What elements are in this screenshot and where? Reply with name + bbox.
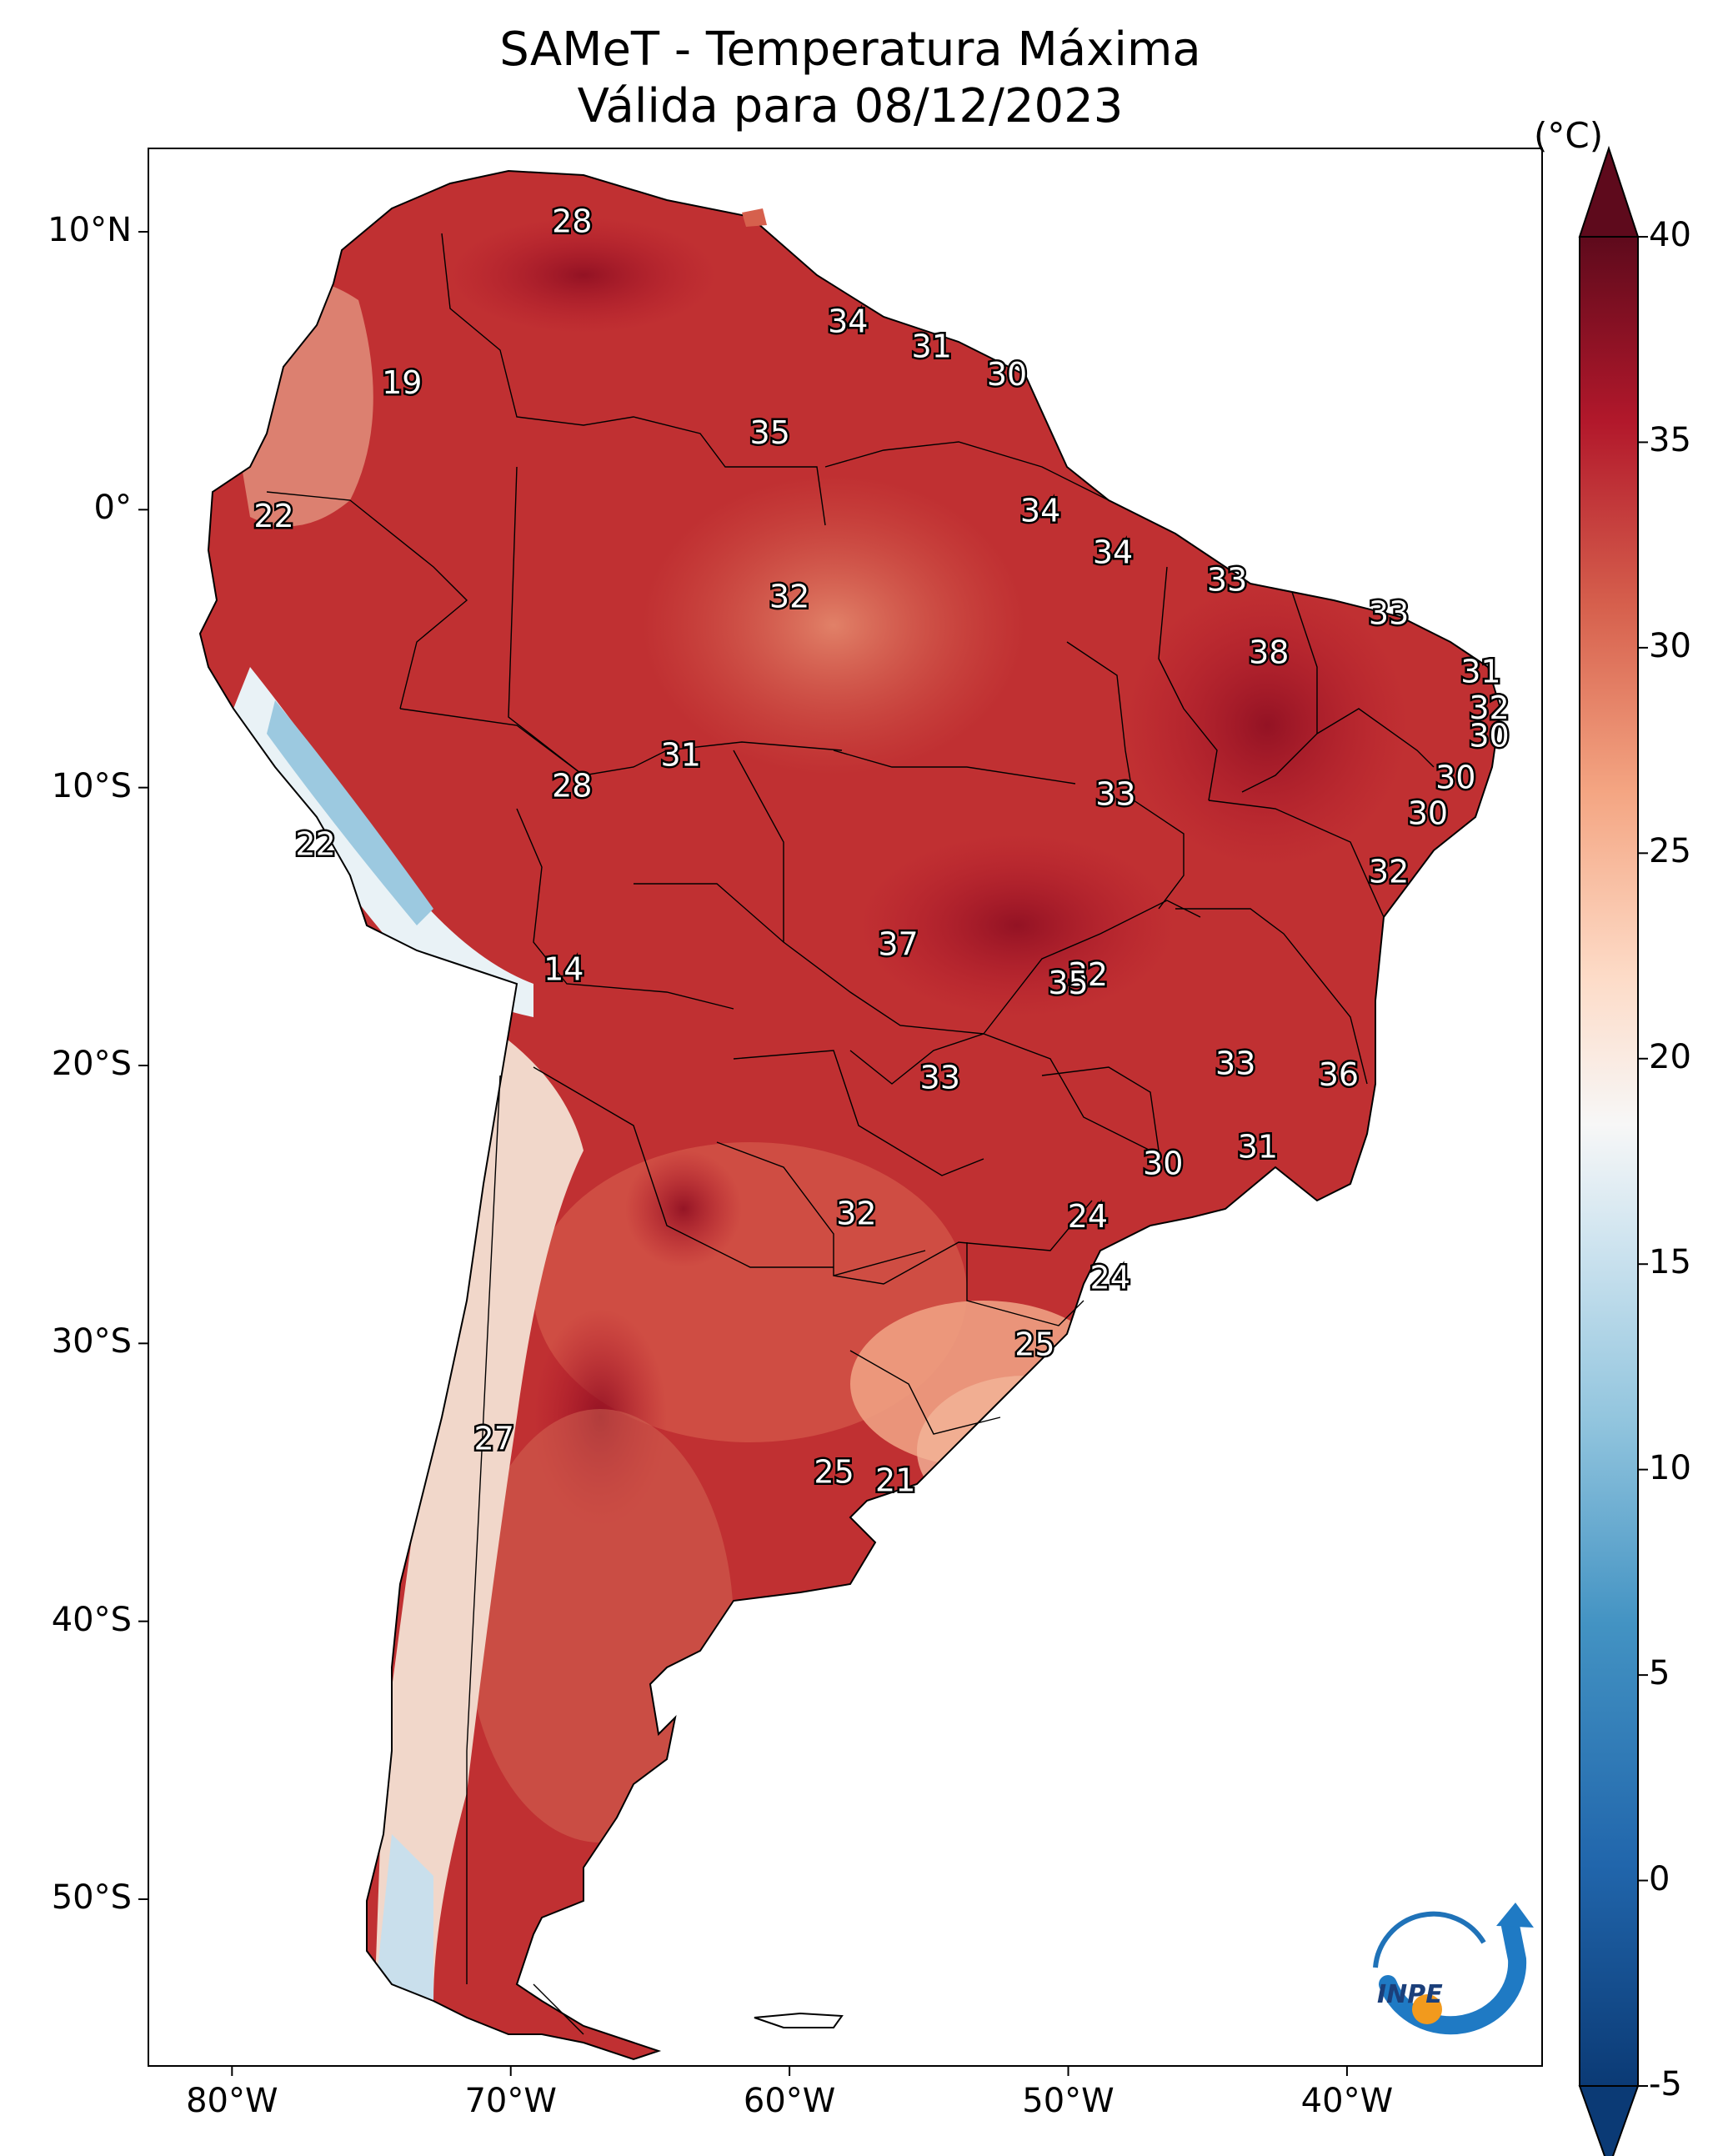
y-tick-label: 50°S — [51, 1878, 132, 1917]
temperature-label: 30 — [1435, 759, 1475, 795]
inpe-logo-text: INPE — [1377, 1980, 1443, 2009]
colorbar-max-extension — [1578, 145, 1640, 238]
axis-ticks — [138, 231, 1348, 2076]
temperature-label: 38 — [1249, 634, 1289, 670]
temperature-label: 32 — [1369, 854, 1409, 890]
x-tick-label: 40°W — [1300, 2082, 1394, 2120]
colorbar-min-extension — [1578, 2085, 1640, 2156]
temperature-label: 27 — [474, 1421, 514, 1457]
y-tick-label: 10°S — [51, 766, 132, 805]
continent-coastline — [198, 169, 1502, 2061]
temperature-label: 35 — [1048, 965, 1088, 1001]
colorbar-tick-label: 15 — [1649, 1243, 1691, 1282]
temperature-label: 36 — [1319, 1056, 1359, 1093]
colorbar-gradient — [1580, 237, 1638, 2086]
colorbar-unit: (°C) — [1534, 115, 1604, 156]
trinidad-island — [742, 208, 767, 227]
temperature-label: 21 — [875, 1462, 915, 1499]
colorbar-tick-label: 5 — [1649, 1654, 1670, 1693]
temperature-label: 37 — [878, 925, 918, 962]
temperature-label: 31 — [1238, 1129, 1278, 1166]
inpe-logo: INPE — [1373, 1903, 1534, 2035]
temperature-label: 33 — [1095, 775, 1135, 812]
temperature-label: 24 — [1090, 1259, 1130, 1296]
temperature-label: 30 — [1408, 795, 1448, 832]
temperature-label: 35 — [750, 414, 790, 451]
colorbar-tick-label: 30 — [1649, 626, 1691, 665]
falkland-islands — [754, 2012, 844, 2028]
temperature-label: 34 — [1093, 534, 1133, 570]
colorbar-tick-label: 0 — [1649, 1859, 1670, 1898]
x-tick-label: 50°W — [1022, 2082, 1114, 2120]
x-tick-label: 60°W — [743, 2082, 836, 2120]
colorbar-tick-label: 25 — [1649, 832, 1691, 871]
map-title: SAMeT - Temperatura Máxima — [499, 23, 1201, 77]
temperature-label: 33 — [1369, 595, 1409, 632]
temperature-label: 25 — [814, 1454, 854, 1491]
y-tick-label: 30°S — [51, 1322, 132, 1361]
temperature-label: 30 — [1469, 717, 1509, 754]
temperature-label: 24 — [1068, 1198, 1108, 1235]
colorbar-tick-label: 40 — [1649, 216, 1691, 254]
map-subtitle: Válida para 08/12/2023 — [577, 79, 1124, 133]
colorbar-tick-label: 10 — [1649, 1448, 1691, 1487]
y-tick-label: 10°N — [48, 211, 132, 249]
political-borders — [266, 233, 1435, 2035]
temperature-label: 19 — [382, 364, 422, 401]
x-tick-label: 80°W — [186, 2082, 278, 2120]
temperature-label: 25 — [1014, 1326, 1054, 1362]
y-tick-label: 20°S — [51, 1045, 132, 1083]
temperature-label: 31 — [661, 737, 701, 774]
temperature-label: 32 — [1469, 689, 1509, 726]
temperature-label: 22 — [295, 825, 335, 862]
temperature-label: 30 — [1143, 1146, 1183, 1182]
colorbar — [1578, 145, 1648, 2156]
colorbar-tick-label: -5 — [1649, 2065, 1682, 2103]
temperature-label: 28 — [552, 767, 592, 804]
colorbar-tick-label: 20 — [1649, 1037, 1691, 1076]
x-tick-label: 70°W — [464, 2082, 557, 2120]
temperature-label: 32 — [769, 579, 809, 615]
y-tick-label: 0° — [93, 489, 132, 528]
temperature-label: 32 — [1068, 956, 1108, 993]
temperature-label: 34 — [1020, 492, 1060, 529]
temperature-label: 31 — [1460, 654, 1500, 690]
temperature-label: 30 — [987, 356, 1027, 393]
temperature-label: 22 — [253, 498, 293, 534]
y-tick-label: 40°S — [51, 1600, 132, 1639]
temperature-label: 28 — [552, 203, 592, 240]
temperature-label: 14 — [543, 950, 584, 987]
temperature-label: 33 — [1215, 1045, 1255, 1082]
temperature-label: 32 — [836, 1196, 876, 1232]
temperature-label: 33 — [1207, 562, 1247, 599]
temperature-label: 33 — [920, 1059, 960, 1096]
temperature-label: 31 — [912, 328, 952, 365]
colorbar-tick-label: 35 — [1649, 421, 1691, 460]
temperature-label: 34 — [828, 303, 868, 340]
